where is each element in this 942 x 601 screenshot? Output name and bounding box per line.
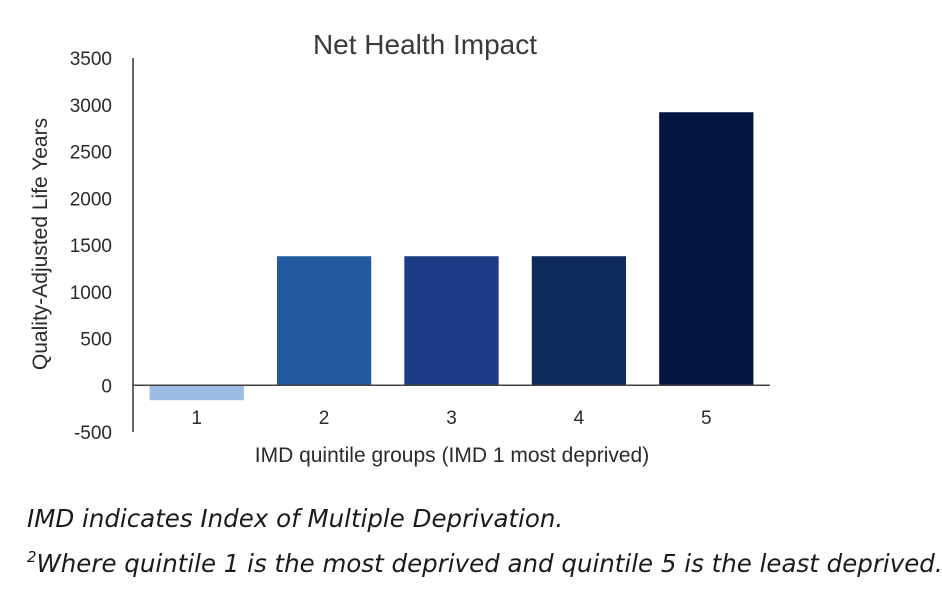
y-tick-label: 3500 xyxy=(70,49,112,70)
x-axis-label: IMD quintile groups (IMD 1 most deprived… xyxy=(255,444,649,467)
note-quintile-text: Where quintile 1 is the most deprived an… xyxy=(36,549,942,578)
y-tick-label: 0 xyxy=(101,376,112,397)
y-tick-label: 2000 xyxy=(70,189,112,210)
x-tick-label: 4 xyxy=(574,408,585,429)
x-tick-label: 3 xyxy=(446,408,457,429)
footnote-marker: 2 xyxy=(27,548,37,566)
bar-quintile-1 xyxy=(149,385,244,401)
x-axis-ticks: 1 2 3 4 5 xyxy=(191,408,711,429)
x-tick-label: 5 xyxy=(701,408,712,429)
note-imd-definition: IMD indicates Index of Multiple Deprivat… xyxy=(27,504,564,533)
x-tick-label: 1 xyxy=(191,408,202,429)
x-tick-label: 2 xyxy=(319,408,330,429)
y-tick-label: 2500 xyxy=(70,143,112,164)
bar-quintile-4 xyxy=(531,256,627,386)
bar-quintile-3 xyxy=(404,256,499,386)
y-tick-label: -500 xyxy=(74,423,112,444)
y-tick-label: 1000 xyxy=(70,283,112,304)
y-tick-label: 1500 xyxy=(70,236,112,257)
bars xyxy=(149,112,754,401)
bar-quintile-5 xyxy=(659,112,754,386)
note-quintile-explanation: 2Where quintile 1 is the most deprived a… xyxy=(27,538,942,583)
chart-title: Net Health Impact xyxy=(313,29,537,60)
y-axis-label: Quality-Adjusted Life Years xyxy=(29,118,52,370)
bar-chart: Net Health Impact Quality-Adjusted Life … xyxy=(29,29,770,467)
y-axis-ticks: 3500 3000 2500 2000 1500 1000 500 0 -500 xyxy=(70,49,112,444)
bar-quintile-2 xyxy=(276,256,372,386)
y-tick-label: 500 xyxy=(80,330,112,351)
y-tick-label: 3000 xyxy=(70,96,112,117)
chart-notes: IMD indicates Index of Multiple Deprivat… xyxy=(27,500,942,583)
